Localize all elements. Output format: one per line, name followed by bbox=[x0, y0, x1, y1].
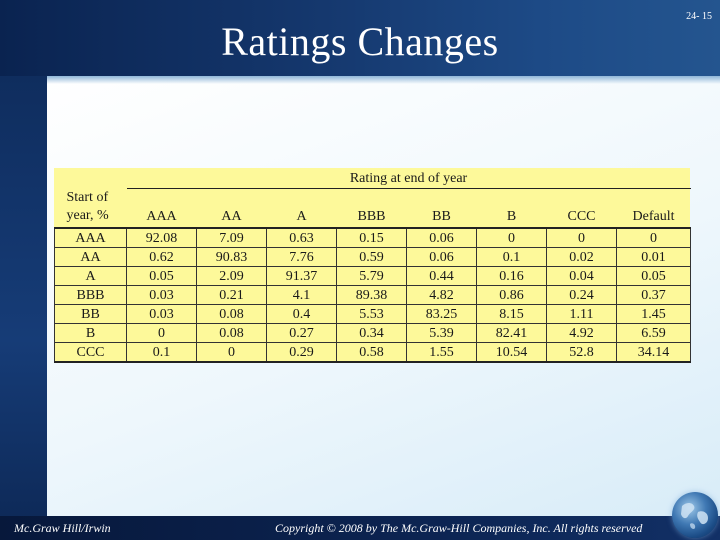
table-cell: 0.08 bbox=[196, 304, 267, 324]
slide-header: Ratings Changes 24- 15 bbox=[0, 0, 720, 76]
table-cell: 0.15 bbox=[336, 227, 407, 248]
row-header-label: Start of year, % bbox=[54, 188, 127, 229]
column-header: CCC bbox=[546, 188, 617, 229]
row-label: B bbox=[54, 323, 127, 343]
table-cell: 0.01 bbox=[615, 247, 692, 267]
table-row: BB 0.03 0.08 0.4 5.53 83.25 8.15 1.11 1.… bbox=[54, 304, 692, 324]
table-cell: 0.37 bbox=[615, 285, 692, 305]
table-cell: 34.14 bbox=[615, 342, 692, 363]
table-cell: 0 bbox=[546, 227, 617, 248]
table-cell: 89.38 bbox=[336, 285, 407, 305]
ratings-transition-table: Rating at end of year Start of year, % A… bbox=[54, 168, 692, 363]
table-cell: 0.34 bbox=[336, 323, 407, 343]
table-cell: 2.09 bbox=[196, 266, 267, 286]
table-corner-cell bbox=[55, 168, 127, 189]
table-cell: 0.04 bbox=[546, 266, 617, 286]
table-cell: 7.09 bbox=[196, 227, 267, 248]
row-label: AA bbox=[54, 247, 127, 267]
slide-title: Ratings Changes bbox=[221, 19, 499, 64]
table-cell: 92.08 bbox=[126, 227, 197, 248]
table-cell: 0.16 bbox=[476, 266, 547, 286]
table-cell: 0.62 bbox=[126, 247, 197, 267]
column-header: BBB bbox=[336, 188, 407, 229]
table-cell: 0.29 bbox=[266, 342, 337, 363]
table-cell: 82.41 bbox=[476, 323, 547, 343]
row-label: BBB bbox=[54, 285, 127, 305]
table-cell: 1.11 bbox=[546, 304, 617, 324]
table-row: B 0 0.08 0.27 0.34 5.39 82.41 4.92 6.59 bbox=[54, 323, 692, 343]
table-cell: 0.1 bbox=[476, 247, 547, 267]
table-cell: 0.86 bbox=[476, 285, 547, 305]
table-cell: 0.03 bbox=[126, 304, 197, 324]
table-cell: 0 bbox=[615, 227, 692, 248]
table-cell: 83.25 bbox=[406, 304, 477, 324]
table-cell: 0.58 bbox=[336, 342, 407, 363]
table-row: CCC 0.1 0 0.29 0.58 1.55 10.54 52.8 34.1… bbox=[54, 342, 692, 363]
left-decorative-band bbox=[0, 76, 47, 516]
table-cell: 1.45 bbox=[615, 304, 692, 324]
table-cell: 8.15 bbox=[476, 304, 547, 324]
table-cell: 5.39 bbox=[406, 323, 477, 343]
table-cell: 4.82 bbox=[406, 285, 477, 305]
table-cell: 0.63 bbox=[266, 227, 337, 248]
table-cell: 0.05 bbox=[615, 266, 692, 286]
group-header-rating-end: Rating at end of year bbox=[126, 168, 691, 189]
table-cell: 0 bbox=[476, 227, 547, 248]
column-header: AA bbox=[196, 188, 267, 229]
table-cell: 90.83 bbox=[196, 247, 267, 267]
table-cell: 0.27 bbox=[266, 323, 337, 343]
table-cell: 0.1 bbox=[126, 342, 197, 363]
globe-continents-graphic bbox=[681, 503, 708, 529]
content-top-edge bbox=[47, 76, 720, 84]
table-cell: 0.03 bbox=[126, 285, 197, 305]
table-cell: 0.02 bbox=[546, 247, 617, 267]
table-cell: 0.59 bbox=[336, 247, 407, 267]
table-cell: 0.05 bbox=[126, 266, 197, 286]
table-cell: 5.79 bbox=[336, 266, 407, 286]
table-cell: 10.54 bbox=[476, 342, 547, 363]
table-cell: 0 bbox=[196, 342, 267, 363]
globe-icon bbox=[672, 492, 718, 538]
table-cell: 0.08 bbox=[196, 323, 267, 343]
ratings-table-container: Rating at end of year Start of year, % A… bbox=[54, 168, 692, 363]
row-label: BB bbox=[54, 304, 127, 324]
table-cell: 0.06 bbox=[406, 227, 477, 248]
row-label: A bbox=[54, 266, 127, 286]
row-label: CCC bbox=[54, 342, 127, 363]
column-header: BB bbox=[406, 188, 477, 229]
table-cell: 5.53 bbox=[336, 304, 407, 324]
row-label: AAA bbox=[54, 227, 127, 248]
table-row: A 0.05 2.09 91.37 5.79 0.44 0.16 0.04 0.… bbox=[54, 266, 692, 286]
page-number: 24- 15 bbox=[686, 11, 712, 22]
table-cell: 7.76 bbox=[266, 247, 337, 267]
row-header-line1: Start of bbox=[66, 190, 109, 205]
table-cell: 0.21 bbox=[196, 285, 267, 305]
copyright-notice: Copyright © 2008 by The Mc.Graw-Hill Com… bbox=[275, 521, 643, 535]
table-cell: 1.55 bbox=[406, 342, 477, 363]
table-row: AA 0.62 90.83 7.76 0.59 0.06 0.1 0.02 0.… bbox=[54, 247, 692, 267]
table-cell: 4.1 bbox=[266, 285, 337, 305]
table-row: BBB 0.03 0.21 4.1 89.38 4.82 0.86 0.24 0… bbox=[54, 285, 692, 305]
table-row: AAA 92.08 7.09 0.63 0.15 0.06 0 0 0 bbox=[54, 227, 692, 248]
slide-footer: Mc.Graw Hill/Irwin Copyright © 2008 by T… bbox=[0, 516, 720, 540]
publisher-label: Mc.Graw Hill/Irwin bbox=[14, 521, 111, 535]
table-cell: 91.37 bbox=[266, 266, 337, 286]
table-cell: 0.06 bbox=[406, 247, 477, 267]
table-cell: 0.4 bbox=[266, 304, 337, 324]
column-header: B bbox=[476, 188, 547, 229]
table-cell: 6.59 bbox=[615, 323, 692, 343]
table-cell: 0.24 bbox=[546, 285, 617, 305]
table-cell: 0.44 bbox=[406, 266, 477, 286]
column-header: AAA bbox=[126, 188, 197, 229]
column-header: A bbox=[266, 188, 337, 229]
table-cell: 4.92 bbox=[546, 323, 617, 343]
table-cell: 0 bbox=[126, 323, 197, 343]
row-header-line2: year, % bbox=[66, 208, 109, 223]
table-cell: 52.8 bbox=[546, 342, 617, 363]
column-header-row: Start of year, % AAA AA A BBB BB B CCC D… bbox=[54, 188, 691, 229]
column-header: Default bbox=[616, 188, 691, 229]
